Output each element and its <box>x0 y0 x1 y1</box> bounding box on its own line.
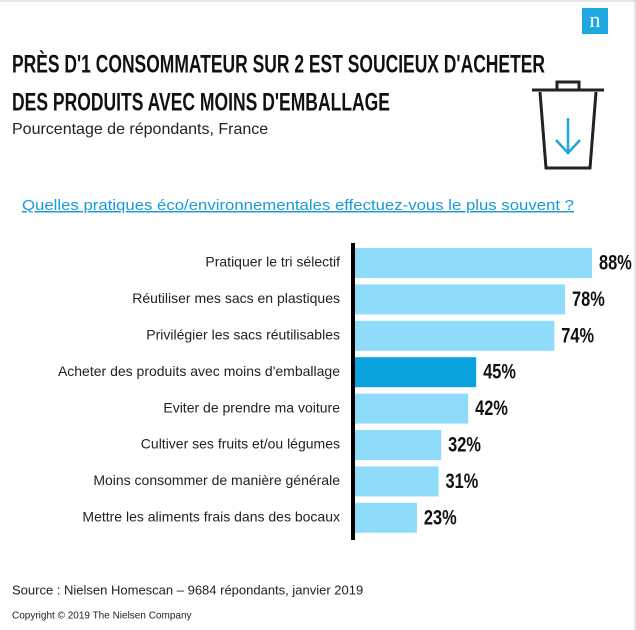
copyright: Copyright © 2019 The Nielsen Company <box>12 611 192 622</box>
bar <box>355 430 442 460</box>
y-tick-label: Réutiliser mes sacs en plastiques <box>132 290 340 306</box>
value-label: 78% <box>572 287 605 310</box>
y-tick-label: Pratiquer le tri sélectif <box>205 254 340 270</box>
subtitle: Pourcentage de répondants, France <box>12 121 268 138</box>
value-label: 88% <box>599 251 632 274</box>
y-tick-label: Acheter des produits avec moins d'emball… <box>58 363 340 379</box>
bar <box>355 502 417 533</box>
logo-box <box>582 8 608 34</box>
source: Source : Nielsen Homescan – 9684 réponda… <box>12 582 363 597</box>
value-label: 31% <box>445 469 478 492</box>
logo: n <box>590 7 601 32</box>
value-label: 23% <box>424 505 457 528</box>
y-tick-label: Privilégier les sacs réutilisables <box>146 327 340 343</box>
bar <box>355 466 439 497</box>
value-label: 42% <box>475 396 508 419</box>
value-label: 32% <box>448 433 481 456</box>
chart-title: PRÈS D'1 CONSOMMATEUR SUR 2 EST SOUCIEUX… <box>12 50 545 79</box>
trash-icon <box>532 80 604 170</box>
bar <box>355 357 477 388</box>
y-tick-label: Moins consommer de manière générale <box>93 472 340 488</box>
bar <box>355 320 555 351</box>
value-label: 45% <box>483 360 516 383</box>
value-label: 74% <box>561 323 594 346</box>
bar <box>355 284 566 315</box>
question: Quelles pratiques éco/environnementales … <box>22 197 574 214</box>
chart-title: DES PRODUITS AVEC MOINS D'EMBALLAGE <box>12 89 390 117</box>
y-tick-label: Cultiver ses fruits et/ou légumes <box>141 436 340 452</box>
y-tick-label: Eviter de prendre ma voiture <box>163 399 340 415</box>
bar <box>355 393 469 424</box>
bar <box>355 248 592 278</box>
y-tick-label: Mettre les aliments frais dans des bocau… <box>82 509 340 525</box>
